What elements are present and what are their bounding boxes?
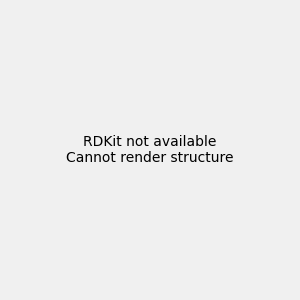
Text: RDKit not available
Cannot render structure: RDKit not available Cannot render struct… [66,135,234,165]
